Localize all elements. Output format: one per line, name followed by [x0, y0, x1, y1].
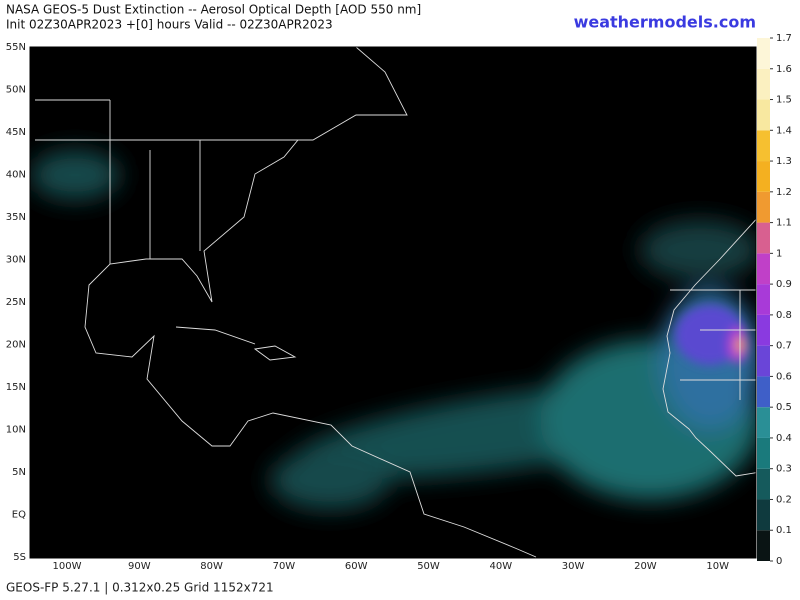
colorbar-swatch	[757, 499, 770, 531]
lon-label: 60W	[345, 561, 368, 572]
colorbar-label: 1	[776, 248, 782, 259]
colorbar-swatch	[757, 376, 770, 408]
colorbar-swatch	[757, 468, 770, 500]
colorbar-label: 0.9	[776, 279, 792, 290]
colorbar-label: 1.1	[776, 218, 792, 229]
colorbar-swatch	[757, 530, 770, 561]
lat-label: 5S	[13, 552, 26, 563]
border	[35, 99, 756, 400]
lon-label: 90W	[128, 561, 151, 572]
lat-label: 10N	[6, 425, 26, 436]
lon-label: 50W	[417, 561, 440, 572]
colorbar-label: 0.8	[776, 310, 792, 321]
colorbar-label: 1.5	[776, 95, 792, 106]
lat-label: 55N	[6, 42, 26, 53]
lat-label: 45N	[6, 127, 26, 138]
colorbar-label: 1.3	[776, 156, 792, 167]
coastline	[84, 47, 537, 558]
lon-label: 70W	[273, 561, 296, 572]
colorbar-label: 0.4	[776, 433, 792, 444]
colorbar-label: 1.2	[776, 187, 792, 198]
lat-label: 30N	[6, 255, 26, 266]
colorbar-swatch	[757, 191, 770, 223]
colorbar-swatch	[757, 130, 770, 162]
colorbar-swatch	[757, 161, 770, 192]
lat-label: EQ	[12, 510, 26, 521]
colorbar-swatch	[757, 253, 770, 285]
lat-label: 5N	[12, 467, 26, 478]
lon-label: 100W	[53, 561, 82, 572]
site-name: weathermodels.com	[574, 13, 756, 32]
colorbar-label: 0.3	[776, 464, 792, 475]
colorbar-swatch	[757, 407, 770, 438]
colorbar-label: 0.2	[776, 494, 792, 505]
subtitle: Init 02Z30APR2023 +[0] hours Valid -- 02…	[6, 18, 333, 32]
colorbar-label: 1.6	[776, 64, 792, 75]
colorbar-label: 0.6	[776, 371, 792, 382]
colorbar-swatch	[757, 222, 770, 254]
dust-core	[675, 305, 748, 365]
lat-label: 40N	[6, 170, 26, 181]
colorbar-label: 0.1	[776, 525, 792, 536]
footer: GEOS-FP 5.27.1 | 0.312x0.25 Grid 1152x72…	[6, 581, 274, 595]
lon-label: 80W	[200, 561, 223, 572]
coastline	[662, 218, 756, 477]
colorbar-swatch	[757, 345, 770, 377]
lon-label: 20W	[634, 561, 657, 572]
colorbar-label: 1.4	[776, 125, 792, 136]
colorbar-swatch	[757, 38, 770, 69]
lon-label: 30W	[562, 561, 585, 572]
map-frame	[29, 46, 757, 559]
map	[30, 47, 756, 558]
colorbar-swatch	[757, 68, 770, 100]
island	[175, 326, 297, 361]
colorbar-swatch	[757, 99, 770, 131]
colorbar-label: 1.7	[776, 33, 792, 44]
colorbar-label: 0.7	[776, 341, 792, 352]
lat-label: 35N	[6, 212, 26, 223]
lat-label: 50N	[6, 85, 26, 96]
colorbar-swatch	[757, 437, 770, 469]
colorbar-swatch	[757, 314, 770, 346]
colorbar-label: 0	[776, 556, 782, 567]
lat-label: 20N	[6, 340, 26, 351]
lat-label: 15N	[6, 382, 26, 393]
colorbar-swatch	[757, 284, 770, 315]
title: NASA GEOS-5 Dust Extinction -- Aerosol O…	[6, 3, 421, 17]
lon-label: 10W	[706, 561, 729, 572]
colorbar-label: 0.5	[776, 402, 792, 413]
lat-label: 25N	[6, 297, 26, 308]
lon-label: 40W	[489, 561, 512, 572]
